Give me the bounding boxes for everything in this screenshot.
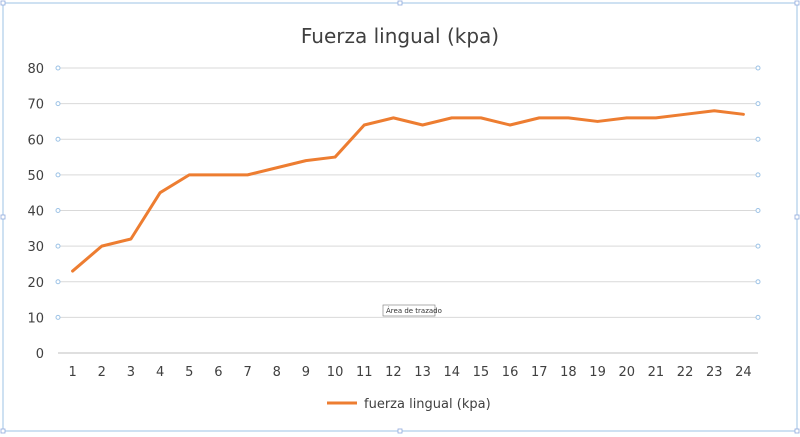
plot-handle[interactable] [755, 172, 761, 178]
x-tick-label: 22 [677, 365, 694, 380]
x-tick-label: 20 [618, 365, 635, 380]
plot-handle[interactable] [55, 136, 61, 142]
x-tick-label: 7 [243, 365, 251, 380]
plot-area-handles[interactable] [55, 65, 761, 320]
plot-handle[interactable] [755, 243, 761, 249]
plot-handle[interactable] [755, 208, 761, 213]
x-tick-label: 9 [302, 365, 310, 380]
x-tick-label: 23 [706, 365, 723, 380]
x-tick-label: 15 [473, 365, 490, 380]
series-group[interactable] [71, 109, 745, 273]
x-tick-label: 17 [531, 365, 548, 380]
plot-handle[interactable] [55, 314, 61, 320]
plot-area-tooltip: Área de trazado [382, 304, 442, 317]
resize-handle[interactable] [0, 214, 6, 220]
x-tick-label: 6 [214, 365, 222, 380]
x-tick-label: 2 [98, 365, 106, 380]
x-tick-label: 19 [589, 365, 606, 380]
y-tick-label: 20 [27, 276, 44, 291]
chart-title: Fuerza lingual (kpa) [301, 24, 499, 48]
x-tick-label: 8 [273, 365, 281, 380]
plot-handle[interactable] [55, 279, 61, 285]
plot-handle[interactable] [755, 136, 761, 142]
resize-handle[interactable] [397, 428, 403, 434]
legend-label: fuerza lingual (kpa) [364, 397, 491, 412]
resize-handle[interactable] [397, 0, 403, 6]
resize-handle[interactable] [0, 0, 6, 6]
tooltip-text: Área de trazado [386, 306, 442, 315]
x-tick-label: 13 [414, 365, 431, 380]
x-tick-label: 1 [68, 365, 76, 380]
resize-handle[interactable] [794, 0, 800, 6]
y-tick-label: 70 [27, 98, 44, 113]
plot-handle[interactable] [755, 101, 761, 107]
x-tick-label: 3 [127, 365, 135, 380]
y-axis-ticks: 0 10 20 30 40 50 60 70 80 [27, 62, 44, 362]
plot-handle[interactable] [755, 279, 761, 285]
resize-handle[interactable] [0, 428, 6, 434]
plot-handle[interactable] [55, 243, 61, 249]
x-tick-label: 11 [356, 365, 373, 380]
y-tick-label: 0 [36, 347, 44, 362]
resize-handle[interactable] [794, 214, 800, 220]
plot-handle[interactable] [755, 314, 761, 320]
x-axis-ticks: 1 2 3 4 5 6 7 8 9 10 11 12 13 14 15 16 17 18 19 20 21 22 23 24 [68, 365, 751, 380]
chart-border[interactable] [2, 2, 798, 432]
y-tick-label: 40 [27, 205, 44, 220]
x-tick-label: 5 [185, 365, 193, 380]
x-tick-label: 12 [385, 365, 402, 380]
x-tick-label: 18 [560, 365, 577, 380]
plot-handle[interactable] [755, 65, 761, 71]
y-tick-label: 80 [27, 62, 44, 77]
plot-handle[interactable] [55, 101, 61, 107]
x-tick-label: 4 [156, 365, 164, 380]
x-tick-label: 14 [443, 365, 460, 380]
series-line[interactable] [71, 109, 745, 273]
gridlines [58, 67, 758, 354]
x-tick-label: 16 [502, 365, 519, 380]
y-tick-label: 60 [27, 133, 44, 148]
x-tick-label: 21 [648, 365, 665, 380]
y-tick-label: 10 [27, 311, 44, 326]
legend[interactable]: fuerza lingual (kpa) [327, 397, 491, 412]
plot-handle[interactable] [55, 172, 61, 178]
plot-handle[interactable] [55, 65, 61, 71]
resize-handle[interactable] [794, 428, 800, 434]
x-tick-label: 24 [735, 365, 752, 380]
y-tick-label: 50 [27, 169, 44, 184]
plot-handle[interactable] [55, 208, 61, 213]
x-tick-label: 10 [327, 365, 344, 380]
y-tick-label: 30 [27, 240, 44, 255]
